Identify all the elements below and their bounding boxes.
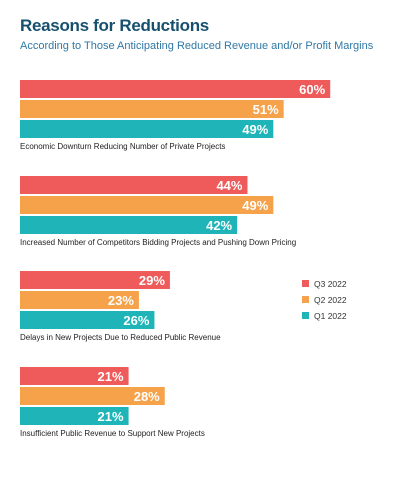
legend-swatch [302,296,309,303]
legend-label: Q2 2022 [314,295,347,305]
bar-value-label: 23% [108,293,134,308]
bar [20,176,248,194]
category-label: Insufficient Public Revenue to Support N… [20,429,205,438]
bar [20,407,129,425]
bar [20,291,139,309]
bar-value-label: 42% [206,218,232,233]
bar-group: 60% 51% 49% Economic Downturn Reducing Numb… [20,80,331,151]
bar [20,271,170,289]
bar [20,216,238,234]
legend-label: Q3 2022 [314,279,347,289]
legend-label: Q1 2022 [314,311,347,321]
chart-title: Reasons for Reductions [20,16,209,35]
bar-value-label: 44% [216,178,242,193]
bar [20,196,274,214]
bar-value-label: 21% [98,369,124,384]
legend: Q3 2022 Q2 2022 Q1 2022 [302,279,347,321]
bar-value-label: 28% [134,389,160,404]
bar-value-label: 49% [242,198,268,213]
bar-value-label: 21% [98,409,124,424]
bar [20,387,165,405]
bar [20,311,155,329]
bar-value-label: 26% [123,313,149,328]
bar-group: 44%49% 42% Increased Number of Competitors… [20,176,296,247]
chart-subtitle: According to Those Anticipating Reduced … [20,40,374,52]
bar-value-label: 49% [242,122,268,137]
legend-swatch [302,280,309,287]
category-label: Economic Downturn Reducing Number of Pri… [20,142,225,151]
bar-value-label: 29% [139,273,165,288]
bar [20,367,129,385]
category-label: Delays in New Projects Due to Reduced Pu… [20,333,221,342]
bar [20,120,274,138]
bar [20,100,284,118]
bar-group: 29% 23% 26% Delays in New Projects Due to R… [20,271,221,342]
bar-group: 21% 28% 21% Insufficient Public Revenue to … [20,367,205,438]
bar [20,80,331,98]
bar-value-label: 60% [299,82,325,97]
category-label: Increased Number of Competitors Bidding … [20,238,296,247]
bar-value-label: 51% [253,102,279,117]
legend-swatch [302,312,309,319]
